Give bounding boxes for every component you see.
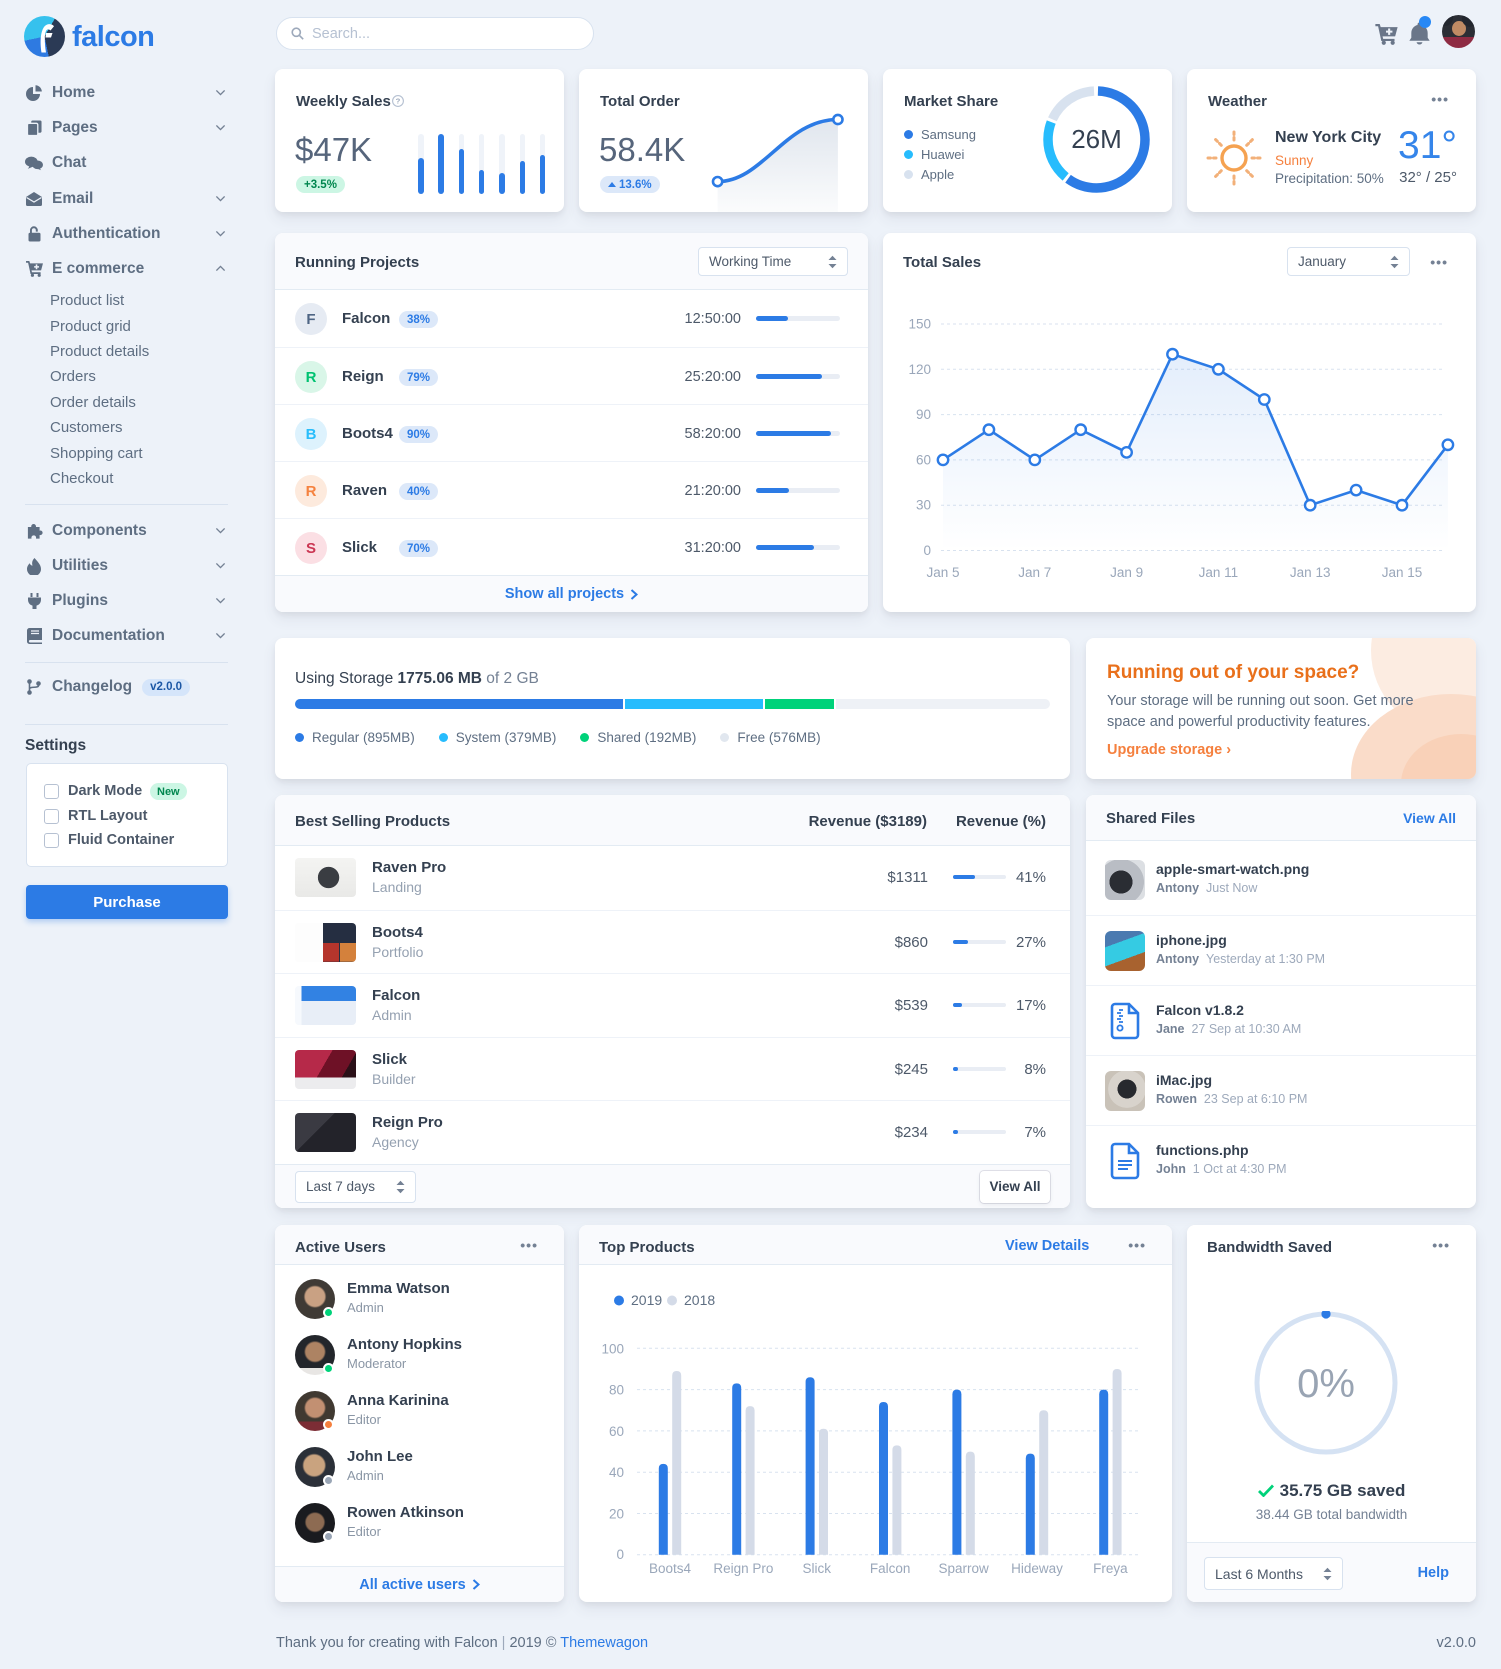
svg-text:2018: 2018	[684, 1292, 715, 1308]
svg-text:Hideway: Hideway	[1011, 1561, 1063, 1576]
svg-text:Sparrow: Sparrow	[938, 1561, 989, 1576]
svg-text:Boots4: Boots4	[649, 1561, 692, 1576]
svg-text:20: 20	[609, 1507, 624, 1522]
svg-text:2019: 2019	[631, 1292, 662, 1308]
svg-text:0%: 0%	[1297, 1362, 1355, 1406]
svg-text:150: 150	[908, 317, 931, 332]
svg-text:Jan 13: Jan 13	[1290, 565, 1331, 580]
svg-text:Slick: Slick	[803, 1561, 832, 1576]
svg-text:Freya: Freya	[1093, 1561, 1128, 1576]
svg-text:100: 100	[601, 1341, 624, 1356]
svg-text:26M: 26M	[1071, 124, 1122, 154]
svg-text:0: 0	[616, 1547, 624, 1562]
svg-text:60: 60	[609, 1424, 624, 1439]
svg-text:40: 40	[609, 1465, 624, 1480]
svg-text:60: 60	[916, 453, 931, 468]
svg-text:?: ?	[396, 97, 401, 106]
svg-text:80: 80	[609, 1383, 624, 1398]
svg-text:Falcon: Falcon	[870, 1561, 911, 1576]
svg-text:Jan 7: Jan 7	[1018, 565, 1051, 580]
svg-text:90: 90	[916, 407, 931, 422]
svg-text:Jan 15: Jan 15	[1382, 565, 1423, 580]
svg-text:120: 120	[908, 362, 931, 377]
svg-text:0: 0	[923, 543, 931, 558]
svg-text:Jan 11: Jan 11	[1199, 565, 1239, 580]
svg-text:Reign Pro: Reign Pro	[713, 1561, 773, 1576]
svg-text:Jan 9: Jan 9	[1110, 565, 1143, 580]
svg-text:30: 30	[916, 498, 931, 513]
svg-text:Jan 5: Jan 5	[926, 565, 959, 580]
